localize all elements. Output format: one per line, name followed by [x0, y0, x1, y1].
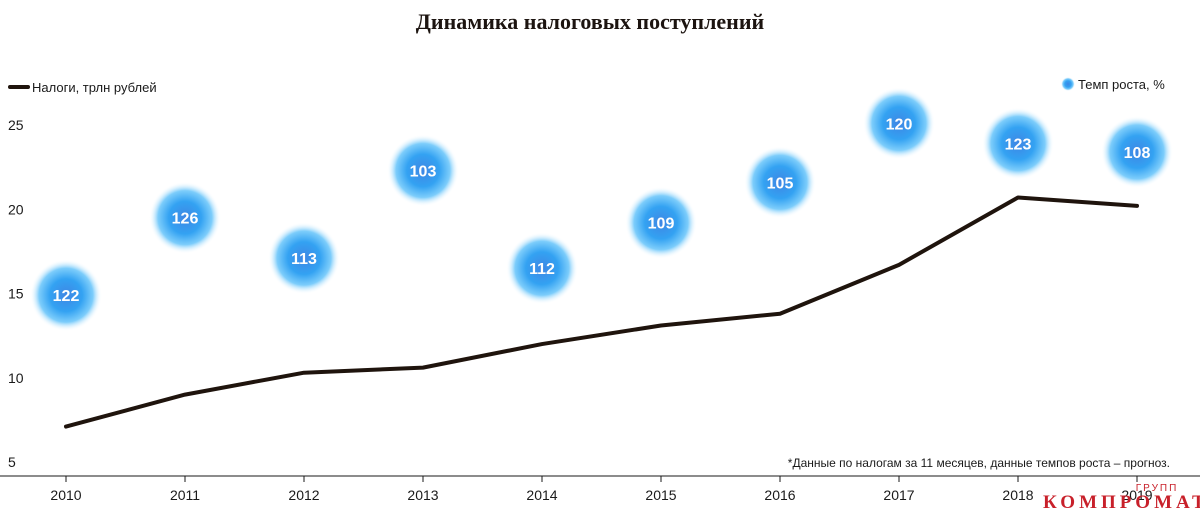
- growth-bubble-circle: [387, 134, 459, 207]
- growth-bubble: 126: [149, 181, 221, 254]
- growth-bubble-circle: [863, 87, 935, 160]
- growth-bubble-label: 105: [767, 175, 794, 192]
- growth-bubble-label: 103: [410, 163, 437, 180]
- y-axis: 5 10 15 20 25: [8, 117, 24, 470]
- growth-bubble-label: 122: [53, 288, 80, 305]
- x-tick-label: 2011: [170, 487, 200, 503]
- y-tick-label: 20: [8, 201, 24, 217]
- x-tick-label: 2014: [526, 487, 557, 503]
- watermark-main: КОМПРОМАТ: [1043, 492, 1200, 513]
- growth-bubble-label: 113: [291, 251, 317, 268]
- x-tick-label: 2015: [645, 487, 676, 503]
- x-tick-label: 2018: [1002, 487, 1033, 503]
- line-layer: [64, 195, 1139, 429]
- growth-bubble: 105: [744, 146, 816, 219]
- chart-footnote: *Данные по налогам за 11 месяцев, данные…: [788, 456, 1170, 470]
- growth-bubble-circle: [149, 181, 221, 254]
- growth-bubble: 123: [982, 107, 1054, 180]
- legend-bubble-swatch: [1061, 77, 1075, 91]
- growth-bubble: 103: [387, 134, 459, 207]
- bubble-layer: 122 126 113 103 112 109 105 120 123 108: [30, 87, 1173, 332]
- growth-bubble-label: 120: [886, 116, 913, 133]
- growth-bubble-label: 109: [648, 216, 675, 233]
- chart-title: Динамика налоговых поступлений: [416, 9, 765, 34]
- x-tick-label: 2012: [288, 487, 319, 503]
- growth-bubble-circle: [268, 222, 340, 295]
- y-tick-label: 25: [8, 117, 24, 133]
- growth-bubble-label: 112: [529, 261, 555, 278]
- growth-bubble-circle: [625, 186, 697, 259]
- x-tick-label: 2013: [407, 487, 438, 503]
- growth-bubble: 112: [506, 232, 578, 305]
- tax-revenue-line: [64, 195, 1139, 429]
- watermark-sub: ГРУПП: [1136, 483, 1179, 494]
- growth-bubble-circle: [506, 232, 578, 305]
- growth-bubble-label: 108: [1124, 145, 1151, 162]
- growth-bubble: 108: [1101, 115, 1173, 188]
- x-tick-label: 2017: [883, 487, 914, 503]
- x-axis: 2010 2011 2012 2013 2014 2015 2016 2017 2018 2019: [0, 475, 1200, 503]
- growth-bubble: 122: [30, 259, 102, 332]
- legend-bubble: Темп роста, %: [1061, 77, 1165, 92]
- legend-bubble-label: Темп роста, %: [1078, 77, 1165, 92]
- growth-bubble-label: 123: [1005, 137, 1032, 154]
- growth-bubble: 109: [625, 186, 697, 259]
- y-tick-label: 10: [8, 370, 24, 386]
- growth-bubble-circle: [1101, 115, 1173, 188]
- y-tick-label: 5: [8, 454, 16, 470]
- legend-line-label: Налоги, трлн рублей: [32, 80, 157, 95]
- y-tick-label: 15: [8, 286, 24, 302]
- legend-line: Налоги, трлн рублей: [8, 80, 157, 95]
- x-tick-label: 2019: [1121, 487, 1152, 503]
- growth-bubble-circle: [982, 107, 1054, 180]
- growth-bubble-circle: [744, 146, 816, 219]
- growth-bubble-circle: [30, 259, 102, 332]
- growth-bubble: 120: [863, 87, 935, 160]
- growth-bubble: 113: [268, 222, 340, 295]
- x-tick-label: 2016: [764, 487, 795, 503]
- watermark: ГРУПП КОМПРОМАТ: [1043, 483, 1200, 513]
- growth-bubble-label: 126: [172, 211, 199, 228]
- x-tick-label: 2010: [50, 487, 81, 503]
